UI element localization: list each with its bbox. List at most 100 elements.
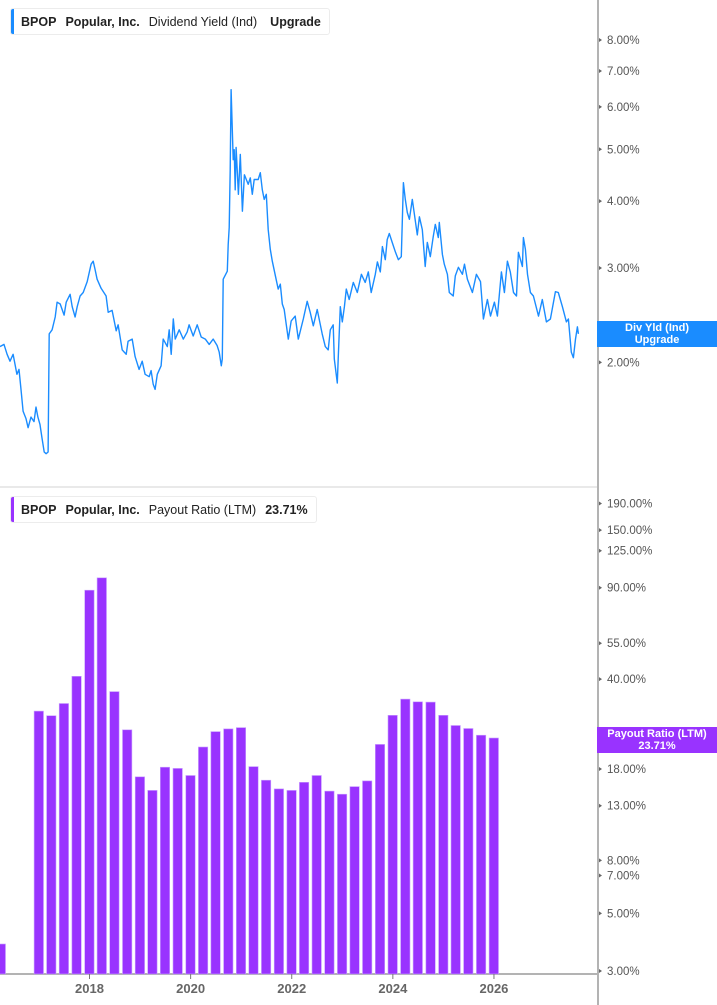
y-tick-label: 3.00% xyxy=(607,263,640,275)
yield-current-badge[interactable]: Div Yld (Ind) Upgrade xyxy=(597,321,717,347)
y-tick-label: 13.00% xyxy=(607,801,646,813)
y-tick-label: 125.00% xyxy=(607,546,652,558)
y-tick-mark xyxy=(599,104,602,109)
legend-value: 23.71% xyxy=(265,502,308,517)
y-tick-mark xyxy=(599,266,602,271)
payout-bar xyxy=(172,768,183,975)
y-tick-label: 90.00% xyxy=(607,583,646,595)
y-tick-label: 55.00% xyxy=(607,638,646,650)
y-tick-label: 8.00% xyxy=(607,855,640,867)
y-tick-label: 190.00% xyxy=(607,499,652,511)
x-tick-label: 2024 xyxy=(378,981,408,996)
y-tick-label: 7.00% xyxy=(607,870,640,882)
y-tick-mark xyxy=(599,911,602,916)
legend-company: Popular, Inc. xyxy=(65,502,140,517)
y-tick-label: 6.00% xyxy=(607,102,640,114)
payout-current-badge: Payout Ratio (LTM) 23.71% xyxy=(597,727,717,753)
y-tick-mark xyxy=(599,69,602,74)
legend-ticker: BPOP xyxy=(21,502,57,517)
payout-bar xyxy=(374,744,385,975)
y-tick-mark xyxy=(599,677,602,682)
payout-bar xyxy=(198,746,209,975)
payout-bar xyxy=(223,728,234,975)
payout-bar xyxy=(236,727,247,975)
payout-bar xyxy=(387,714,398,975)
y-tick-label: 7.00% xyxy=(607,66,640,78)
payout-bar xyxy=(122,729,133,975)
payout-bar xyxy=(337,793,348,975)
y-tick-label: 150.00% xyxy=(607,525,652,537)
dividend-yield-line xyxy=(0,89,580,455)
x-tick-label: 2020 xyxy=(176,981,205,996)
badge-value: 23.71% xyxy=(638,740,676,752)
legend-metric[interactable]: Dividend Yield (Ind) xyxy=(148,14,258,29)
payout-bar xyxy=(210,731,221,975)
payout-bar xyxy=(58,703,69,975)
payout-bar xyxy=(286,790,297,975)
y-tick-label: 3.00% xyxy=(607,966,640,978)
badge-value: Upgrade xyxy=(634,334,680,346)
payout-bar xyxy=(33,710,44,975)
y-tick-mark xyxy=(599,548,602,553)
y-tick-mark xyxy=(599,199,602,204)
payout-bar xyxy=(160,766,171,975)
legend-ticker: BPOP xyxy=(21,14,57,29)
badge-label: Div Yld (Ind) xyxy=(625,322,689,334)
payout-bar xyxy=(425,701,436,975)
y-tick-label: 4.00% xyxy=(607,196,640,208)
x-tick-label: 2026 xyxy=(479,981,508,996)
payout-bar xyxy=(84,589,95,975)
payout-bar xyxy=(463,728,474,975)
y-tick-label: 5.00% xyxy=(607,144,640,156)
payout-bar xyxy=(324,790,335,975)
x-tick-label: 2022 xyxy=(277,981,306,996)
y-tick-mark xyxy=(599,873,602,878)
yield-series-color xyxy=(11,9,14,34)
payout-series-color xyxy=(11,497,14,522)
x-tick-label: 2018 xyxy=(75,981,104,996)
payout-bar xyxy=(476,734,487,975)
y-tick-label: 5.00% xyxy=(607,908,640,920)
payout-bar xyxy=(362,780,373,975)
bottom-legend: BPOP Popular, Inc. Payout Ratio (LTM) 23… xyxy=(10,496,317,523)
payout-bar xyxy=(248,766,259,975)
y-tick-mark xyxy=(599,501,602,506)
payout-bar xyxy=(488,737,499,975)
legend-metric[interactable]: Payout Ratio (LTM) xyxy=(148,502,257,517)
payout-bar xyxy=(46,715,57,975)
y-tick-label: 18.00% xyxy=(607,764,646,776)
payout-bar xyxy=(299,781,310,975)
legend-company: Popular, Inc. xyxy=(65,14,140,29)
payout-bar xyxy=(450,725,461,975)
payout-bar xyxy=(109,691,120,975)
payout-bar xyxy=(96,577,107,975)
y-tick-mark xyxy=(599,37,602,42)
y-tick-label: 40.00% xyxy=(607,674,646,686)
payout-bar xyxy=(438,714,449,975)
top-legend: BPOP Popular, Inc. Dividend Yield (Ind) … xyxy=(10,8,330,35)
y-tick-label: 8.00% xyxy=(607,35,640,47)
upgrade-link[interactable]: Upgrade xyxy=(270,14,321,29)
y-tick-mark xyxy=(599,767,602,772)
y-tick-mark xyxy=(599,858,602,863)
y-tick-mark xyxy=(599,528,602,533)
payout-bar xyxy=(134,776,145,975)
payout-bar xyxy=(349,786,360,975)
payout-bar xyxy=(412,701,423,975)
y-tick-mark xyxy=(599,585,602,590)
y-tick-mark xyxy=(599,803,602,808)
badge-label: Payout Ratio (LTM) xyxy=(607,728,707,740)
payout-bar xyxy=(185,775,196,975)
payout-bar xyxy=(273,788,284,975)
y-tick-mark xyxy=(599,968,602,973)
y-tick-label: 2.00% xyxy=(607,357,640,369)
payout-bar xyxy=(261,779,272,975)
y-tick-mark xyxy=(599,360,602,365)
payout-bar xyxy=(0,943,6,975)
payout-bar xyxy=(400,698,411,975)
y-tick-mark xyxy=(599,641,602,646)
payout-bar xyxy=(71,675,82,975)
payout-bar xyxy=(311,775,322,975)
y-tick-mark xyxy=(599,147,602,152)
